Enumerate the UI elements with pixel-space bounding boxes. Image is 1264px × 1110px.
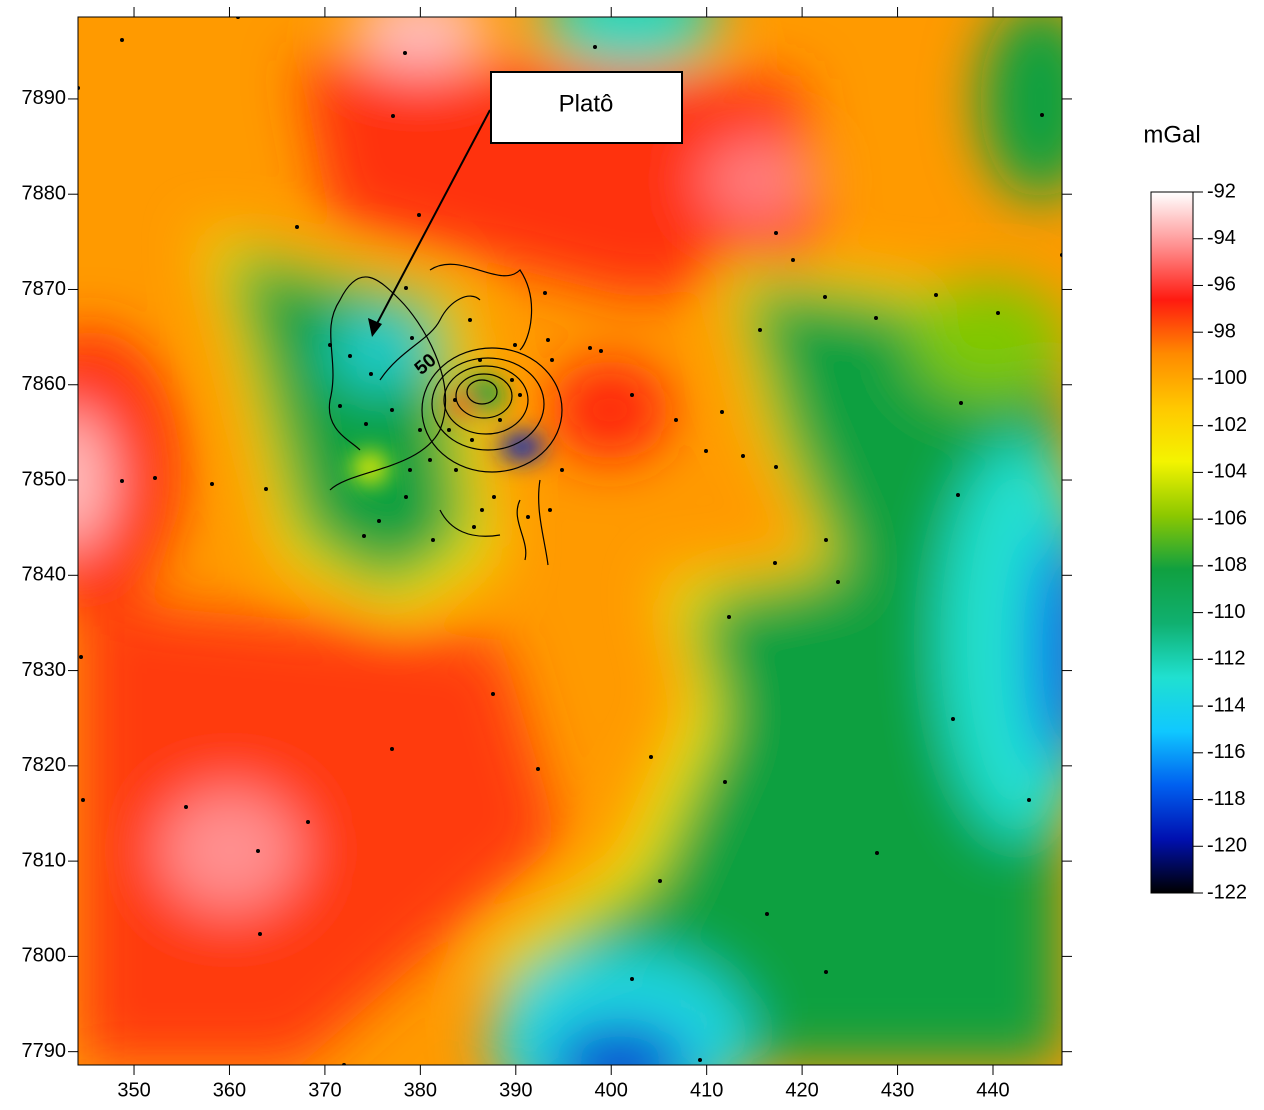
callout-text: Platô [559,90,614,117]
x-tick-label: 420 [785,1079,818,1101]
y-tick-label: 7820 [22,754,67,776]
colorbar-tick-label: -102 [1207,414,1247,436]
x-tick-label: 400 [595,1079,628,1101]
x-tick-label: 430 [881,1079,914,1101]
x-tick-label: 380 [404,1079,437,1101]
map-figure: 50 Platô mGal 35036037038039040041042043… [0,0,1264,1105]
y-tick-label: 7810 [22,849,67,871]
colorbar-tick-label: -108 [1207,554,1247,576]
y-tick-label: 7880 [22,182,67,204]
colorbar-tick-label: -94 [1207,227,1236,249]
colorbar-tick-label: -112 [1207,648,1246,670]
colorbar-tick-label: -98 [1207,320,1236,342]
colorbar-tick-label: -116 [1207,741,1246,763]
y-tick-label: 7850 [22,468,67,490]
colorbar-tick-label: -114 [1207,694,1246,716]
anomaly-field [0,0,1100,1105]
colorbar-title: mGal [1143,121,1200,148]
x-tick-label: 370 [308,1079,341,1101]
y-tick-label: 7870 [22,278,67,300]
colorbar-tick-label: -92 [1207,180,1236,202]
colorbar-tick-label: -104 [1207,461,1247,483]
x-tick-label: 360 [213,1079,246,1101]
y-tick-label: 7800 [22,945,67,967]
x-tick-label: 390 [499,1079,532,1101]
y-tick-label: 7840 [22,564,67,586]
y-tick-label: 7890 [22,87,67,109]
x-tick-label: 440 [976,1079,1009,1101]
x-tick-label: 410 [690,1079,723,1101]
x-tick-label: 350 [117,1079,150,1101]
y-tick-label: 7860 [22,373,67,395]
colorbar [1151,192,1193,893]
y-tick-label: 7830 [22,659,67,681]
colorbar-tick-label: -110 [1207,601,1246,623]
colorbar-tick-label: -118 [1207,788,1246,810]
colorbar-tick-label: -106 [1207,507,1247,529]
y-tick-label: 7790 [22,1040,67,1062]
colorbar-tick-label: -96 [1207,274,1236,296]
colorbar-tick-label: -120 [1207,835,1247,857]
colorbar-tick-label: -122 [1207,881,1247,903]
colorbar-tick-label: -100 [1207,367,1247,389]
